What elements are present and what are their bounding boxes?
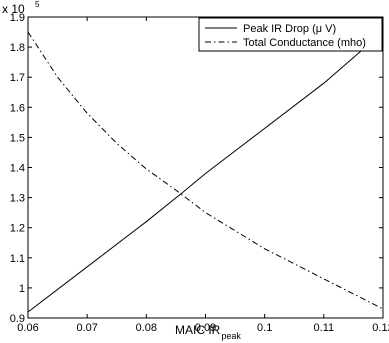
x-axis-label: MAIC IR peak [175, 323, 241, 341]
plot-area-frame [27, 16, 384, 319]
tick-layer: 0.06 0.07 0.08 0.09 0.1 0.11 0.12 0.9 1 1.1 1.2 1.3… [10, 12, 389, 334]
x-tick-label: 0.06 [17, 322, 38, 334]
x-axis-label-main: MAIC IR [175, 323, 221, 337]
x-tick-label: 0.11 [314, 322, 335, 334]
legend-box [198, 17, 383, 52]
y-tick-label: 1.9 [10, 12, 25, 24]
legend: Peak IR Drop (μ V) Total Conductance (mho… [198, 17, 383, 52]
y-tick-label: 1 [19, 283, 25, 295]
y-tick-label: 1.5 [10, 132, 25, 144]
x-tick-label: 0.09 [195, 322, 216, 334]
series-line-total-conductance [27, 31, 384, 310]
x-tick-label: 0.12 [372, 322, 389, 334]
y-tick-label: 1.2 [10, 223, 25, 235]
y-tick-label: 1.6 [10, 102, 25, 114]
y-tick-label: 1.3 [10, 193, 25, 205]
y-tick-label: 1.8 [10, 42, 25, 54]
y-tick-label: 0.9 [10, 313, 25, 325]
legend-label: Peak IR Drop (μ V) [243, 23, 336, 35]
y-axis-exponent-label: x 10 5 [2, 0, 40, 16]
y-exponent-power: 5 [35, 0, 40, 9]
y-exponent-base: x 10 [2, 2, 25, 16]
x-tick-label: 0.07 [76, 322, 97, 334]
x-axis-label-subscript: peak [221, 331, 241, 341]
x-tick-label: 0.08 [136, 322, 157, 334]
x-tick-label: 0.1 [257, 322, 272, 334]
legend-label: Total Conductance (mho) [243, 37, 366, 49]
series-line-peak-ir-drop [27, 31, 384, 313]
y-tick-label: 1.4 [10, 163, 25, 175]
y-tick-label: 1.1 [10, 253, 25, 265]
series-layer [27, 31, 384, 313]
y-tick-label: 1.7 [10, 72, 25, 84]
